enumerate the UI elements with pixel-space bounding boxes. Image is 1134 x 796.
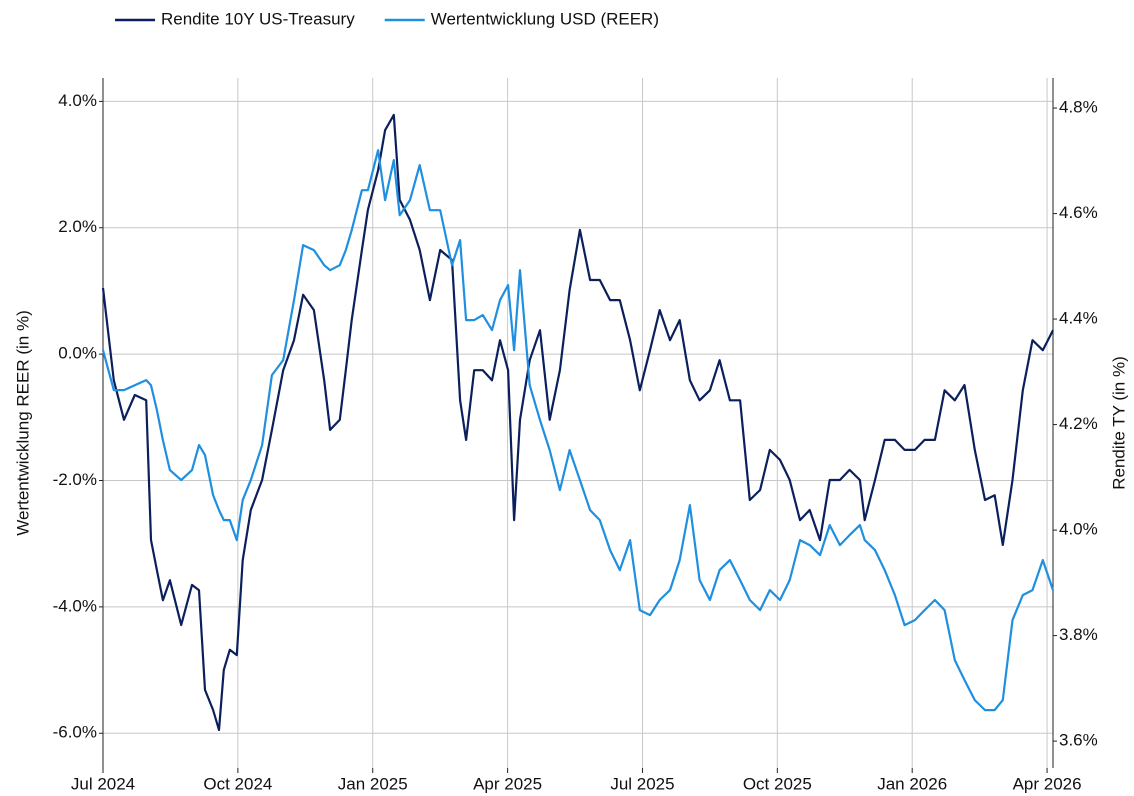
y2-axis-label: Rendite TY (in %) [1109, 356, 1128, 490]
line-series [101, 149, 1055, 712]
legend-label: Rendite 10Y US-Treasury [161, 9, 355, 28]
y2-tick-label: 4.0% [1059, 520, 1098, 539]
x-tick-label: Apr 2025 [473, 774, 542, 793]
x-tick-label: Jul 2024 [71, 774, 135, 793]
y-tick-label: 4.0% [58, 91, 97, 110]
y-tick-label: 2.0% [58, 217, 97, 236]
y-tick-label: -2.0% [53, 470, 97, 489]
line-series [101, 113, 1054, 732]
y-tick-label: 0.0% [58, 344, 97, 363]
x-tick-label: Jan 2026 [877, 774, 947, 793]
y2-tick-label: 4.6% [1059, 203, 1098, 222]
y2-tick-label: 4.8% [1059, 98, 1098, 117]
y2-tick-label: 3.6% [1059, 731, 1098, 750]
y-tick-label: -6.0% [53, 723, 97, 742]
y-tick-label: -4.0% [53, 596, 97, 615]
y2-tick-label: 4.2% [1059, 414, 1098, 433]
y2-tick-label: 4.4% [1059, 309, 1098, 328]
x-tick-label: Oct 2025 [743, 774, 812, 793]
y-axis-label: Wertentwicklung REER (in %) [13, 310, 32, 535]
x-tick-label: Jul 2025 [610, 774, 674, 793]
legend-label: Wertentwicklung USD (REER) [431, 9, 659, 28]
x-tick-label: Apr 2026 [1013, 774, 1082, 793]
x-tick-label: Jan 2025 [338, 774, 408, 793]
y2-tick-label: 3.8% [1059, 625, 1098, 644]
x-tick-label: Oct 2024 [203, 774, 272, 793]
